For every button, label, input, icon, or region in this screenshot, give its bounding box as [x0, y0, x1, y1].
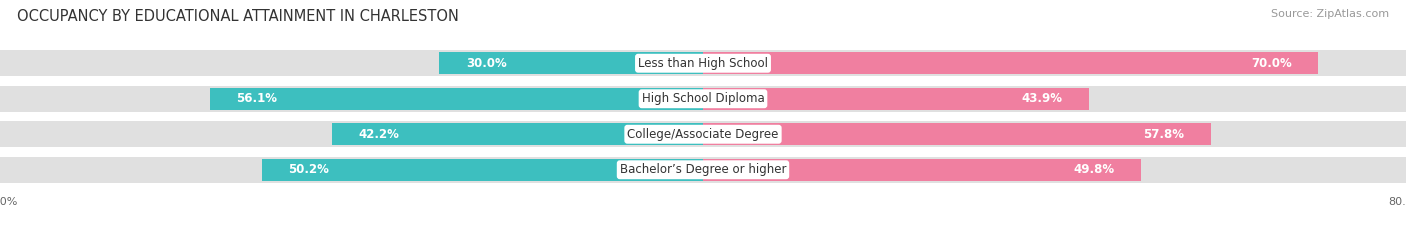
- Text: Less than High School: Less than High School: [638, 57, 768, 70]
- Text: 50.2%: 50.2%: [288, 163, 329, 176]
- Text: 57.8%: 57.8%: [1143, 128, 1184, 141]
- Bar: [703, 52, 1319, 74]
- Text: Bachelor’s Degree or higher: Bachelor’s Degree or higher: [620, 163, 786, 176]
- Text: Source: ZipAtlas.com: Source: ZipAtlas.com: [1271, 9, 1389, 19]
- Text: 49.8%: 49.8%: [1073, 163, 1114, 176]
- Text: OCCUPANCY BY EDUCATIONAL ATTAINMENT IN CHARLESTON: OCCUPANCY BY EDUCATIONAL ATTAINMENT IN C…: [17, 9, 458, 24]
- Text: 30.0%: 30.0%: [465, 57, 506, 70]
- Text: College/Associate Degree: College/Associate Degree: [627, 128, 779, 141]
- Bar: [439, 52, 703, 74]
- Bar: [703, 159, 1140, 181]
- Bar: [703, 88, 1088, 110]
- Bar: [0, 51, 1406, 76]
- Text: 42.2%: 42.2%: [359, 128, 399, 141]
- Text: 70.0%: 70.0%: [1251, 57, 1292, 70]
- Bar: [0, 157, 1406, 182]
- Bar: [0, 86, 1406, 112]
- Bar: [209, 88, 703, 110]
- Bar: [703, 123, 1211, 145]
- Text: 43.9%: 43.9%: [1021, 92, 1063, 105]
- Bar: [262, 159, 703, 181]
- Bar: [0, 121, 1406, 147]
- Text: 56.1%: 56.1%: [236, 92, 277, 105]
- Bar: [332, 123, 703, 145]
- Text: High School Diploma: High School Diploma: [641, 92, 765, 105]
